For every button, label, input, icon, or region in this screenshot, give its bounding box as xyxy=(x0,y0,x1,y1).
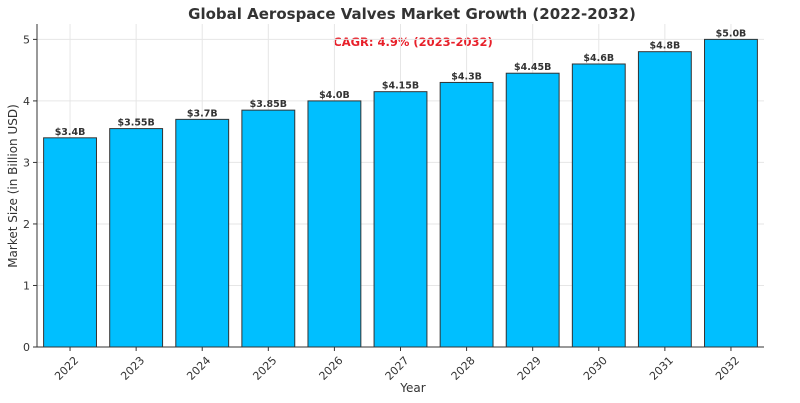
bar-2032 xyxy=(704,38,758,348)
bar-value-label-2023: $3.55B xyxy=(117,118,154,129)
bar-value-label-2027: $4.15B xyxy=(382,81,419,92)
x-tick-label-2022: 2022 xyxy=(52,354,81,383)
bar-2030 xyxy=(571,63,626,348)
bar-value-label-2031: $4.8B xyxy=(650,41,681,52)
x-axis-ticks: 2022 2023 2024 2025 2026 2027 2028 2029 2030 2031… xyxy=(52,347,742,383)
bar-value-label-2028: $4.3B xyxy=(451,71,482,82)
bar-2022 xyxy=(43,137,97,348)
y-tick-label: 0 xyxy=(23,341,30,354)
y-tick-label: 2 xyxy=(23,218,30,231)
bar-2027 xyxy=(373,91,428,348)
x-tick-label-2023: 2023 xyxy=(118,354,147,383)
x-tick-label-2030: 2030 xyxy=(581,354,610,383)
cagr-annotation: CAGR: 4.9% (2023-2032) xyxy=(333,35,492,49)
x-axis-label: Year xyxy=(399,381,425,395)
bar-2025 xyxy=(241,109,296,348)
x-tick-label-2028: 2028 xyxy=(449,354,478,383)
bar-value-label-2025: $3.85B xyxy=(250,99,287,110)
x-tick-label-2026: 2026 xyxy=(317,354,346,383)
x-tick-label-2025: 2025 xyxy=(250,354,279,383)
y-tick-label: 3 xyxy=(23,156,30,169)
y-axis-label: Market Size (in Billion USD) xyxy=(6,104,20,268)
bar-value-label-2024: $3.7B xyxy=(187,108,218,119)
bar-value-label-2032: $5.0B xyxy=(716,28,747,39)
x-tick-label-2032: 2032 xyxy=(713,354,742,383)
bar-2031 xyxy=(637,51,692,348)
bar-2029 xyxy=(505,72,560,348)
bar-value-label-2030: $4.6B xyxy=(583,53,614,64)
chart-title: Global Aerospace Valves Market Growth (2… xyxy=(188,5,636,23)
y-tick-label: 4 xyxy=(23,95,30,108)
bar-value-label-2022: $3.4B xyxy=(55,127,86,138)
bar-value-label-2029: $4.45B xyxy=(514,62,551,73)
bar-value-label-2026: $4.0B xyxy=(319,90,350,101)
x-tick-label-2024: 2024 xyxy=(184,354,213,383)
bar-2024 xyxy=(175,118,230,348)
y-tick-label: 1 xyxy=(23,279,30,292)
x-tick-label-2029: 2029 xyxy=(515,354,544,383)
bar-2028 xyxy=(439,81,494,348)
x-tick-label-2027: 2027 xyxy=(383,354,412,383)
bar-value-labels: $3.4B $3.55B $3.7B $3.85B $4.0B $4.15B $4.3B $4… xyxy=(55,28,747,137)
bar-2023 xyxy=(109,128,164,348)
y-tick-label: 5 xyxy=(23,33,30,46)
bar-2026 xyxy=(307,100,362,348)
bars xyxy=(43,38,758,348)
y-axis-ticks: 0 1 2 3 4 5 xyxy=(23,33,37,354)
x-tick-label-2031: 2031 xyxy=(647,354,676,383)
